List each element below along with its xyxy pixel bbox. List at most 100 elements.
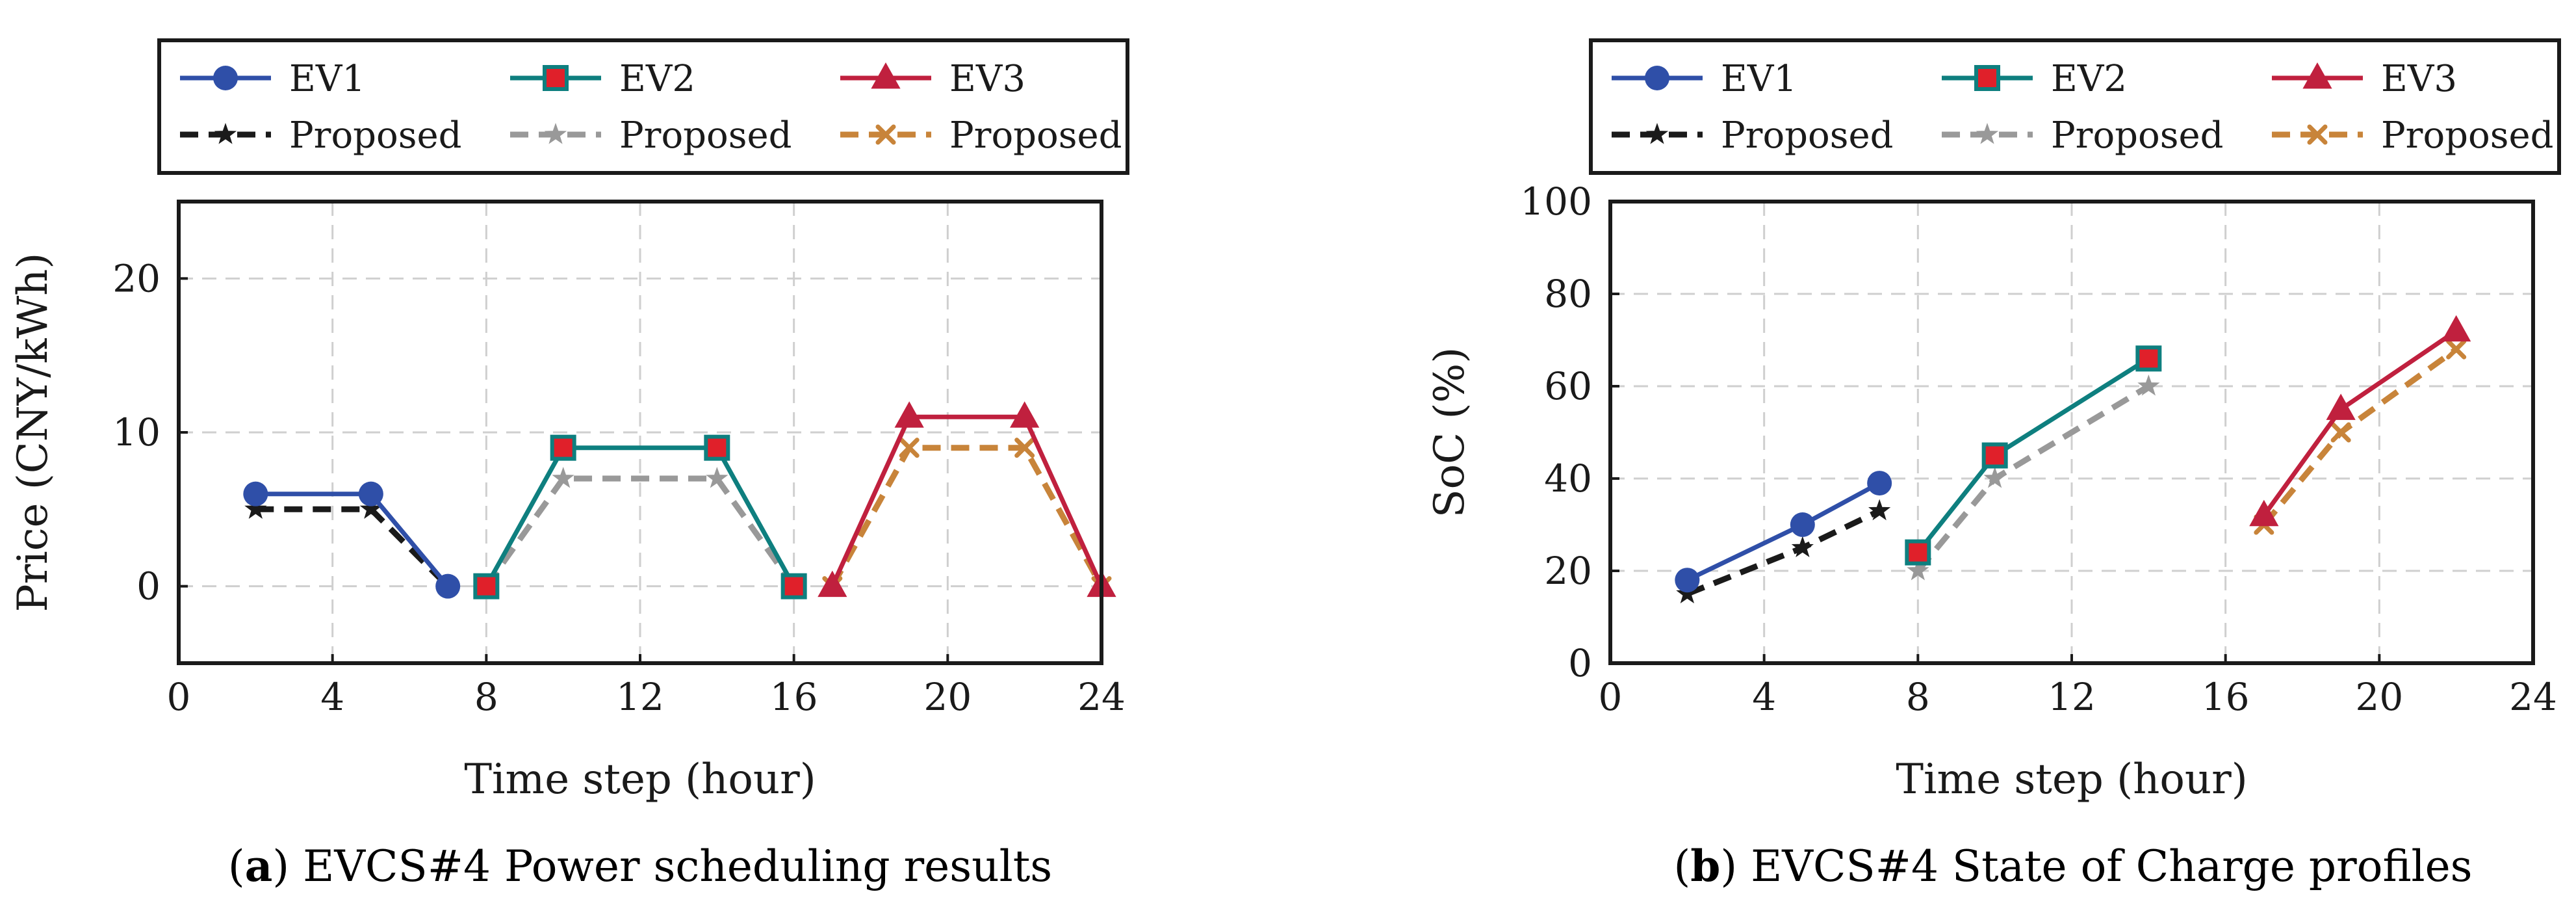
- b-data-point: [2446, 339, 2467, 360]
- b-ytick-label: 0: [1568, 641, 1592, 685]
- caption-a-letter: a: [245, 841, 273, 891]
- b-xtick-label: 20: [2355, 675, 2403, 719]
- caption-b-close: ): [1720, 841, 1737, 891]
- b-legend-marker: [1974, 65, 2000, 91]
- a-xtick-label: 0: [167, 675, 191, 719]
- a-data-point: [358, 481, 383, 506]
- a-series-ev2-1: [473, 434, 807, 599]
- a-legend-label: EV3: [949, 58, 1025, 100]
- b-data-point: [2137, 374, 2160, 396]
- a-legend-marker: [871, 62, 901, 89]
- b-ytick-label: 80: [1544, 272, 1592, 316]
- b-y-axis-label: SoC (%): [1426, 347, 1474, 518]
- a-xtick-label: 4: [320, 675, 344, 719]
- a-legend-entry: EV3: [840, 58, 1025, 100]
- b-legend-marker: [1645, 122, 1669, 144]
- caption-b-open: (: [1673, 841, 1690, 891]
- a-data-point: [706, 466, 728, 488]
- a-series-ev3-2: [818, 401, 1116, 598]
- b-ytick-label: 20: [1544, 549, 1592, 593]
- a-xtick-label: 12: [616, 675, 664, 719]
- a-data-point: [243, 481, 268, 506]
- a-data-point: [899, 438, 920, 458]
- a-data-point: [894, 401, 924, 428]
- caption-b-letter: b: [1690, 841, 1720, 891]
- caption-b-text: EVCS#4 State of Charge profiles: [1737, 841, 2472, 891]
- a-legend-marker: [543, 65, 569, 91]
- b-data-point: [2249, 499, 2279, 527]
- b-series-proposed-5: [2254, 339, 2467, 535]
- caption-a-open: (: [228, 841, 245, 891]
- caption-a-text: EVCS#4 Power scheduling results: [289, 841, 1052, 891]
- b-data-point: [1675, 568, 1700, 593]
- b-data-point: [1791, 536, 1814, 558]
- a-legend-entry: Proposed: [840, 114, 1122, 157]
- b-data-point: [1983, 466, 2006, 488]
- b-data-point: [1868, 499, 1891, 521]
- a-xtick-label: 8: [474, 675, 498, 719]
- a-legend-marker: [213, 66, 238, 90]
- b-x-axis-label: Time step (hour): [1896, 756, 2247, 804]
- a-legend-marker: [544, 122, 567, 144]
- b-legend-marker: [2307, 124, 2328, 145]
- b-xtick-label: 12: [2048, 675, 2096, 719]
- b-legend-label: Proposed: [2051, 114, 2223, 157]
- a-data-point: [780, 573, 807, 599]
- b-xtick-label: 24: [2509, 675, 2557, 719]
- b-legend-entry: Proposed: [2272, 114, 2553, 157]
- b-legend-label: EV3: [2381, 58, 2457, 100]
- a-legend-box: [157, 38, 1129, 175]
- a-series-line: [830, 414, 1104, 588]
- a-ytick-label: 20: [112, 256, 161, 300]
- a-plot-frame: [177, 200, 1103, 665]
- a-legend-entry: Proposed: [180, 114, 461, 157]
- b-data-point: [2441, 315, 2471, 342]
- a-xtick-label: 24: [1077, 675, 1126, 719]
- b-legend-entry: Proposed: [1612, 114, 1893, 157]
- a-legend-label: Proposed: [949, 114, 1122, 157]
- b-legend: EV1 EV2 EV3 Proposed Proposed Proposed: [1589, 38, 2561, 175]
- a-ytick-label: 0: [136, 564, 161, 609]
- a-data-point: [435, 573, 461, 599]
- a-series-line: [483, 475, 797, 588]
- b-legend-box: [1589, 38, 2561, 175]
- a-data-point: [244, 497, 267, 519]
- b-legend-label: Proposed: [2381, 114, 2553, 157]
- b-plot-frame: [1608, 200, 2535, 665]
- b-xtick-label: 8: [1906, 675, 1930, 719]
- a-legend-marker: [214, 122, 237, 144]
- b-legend-marker: [2302, 62, 2332, 89]
- b-series-line: [1916, 356, 2150, 554]
- b-legend-label: EV2: [2051, 58, 2127, 100]
- b-data-point: [1867, 471, 1892, 496]
- a-legend: EV1 EV2 EV3 Proposed Proposed Proposed: [157, 38, 1129, 175]
- b-data-point: [2330, 422, 2351, 443]
- b-legend-label: EV1: [1721, 58, 1797, 100]
- a-xtick-label: 16: [770, 675, 818, 719]
- a-legend-entry: EV2: [510, 58, 695, 100]
- svg-text:(a) EVCS#4 Power scheduling re: (a) EVCS#4 Power scheduling results: [228, 841, 1052, 891]
- a-data-point: [550, 434, 576, 461]
- b-data-point: [1905, 539, 1931, 566]
- b-series-ev3-2: [2249, 315, 2471, 527]
- b-xtick-label: 0: [1599, 675, 1623, 719]
- b-ytick-label: 60: [1544, 364, 1592, 408]
- a-legend-marker: [875, 124, 896, 145]
- b-data-point: [2135, 345, 2162, 372]
- b-legend-marker: [1976, 122, 1999, 144]
- b-ytick-label: 40: [1544, 456, 1592, 501]
- a-series-line: [829, 445, 1104, 588]
- a-legend-entry: Proposed: [510, 114, 792, 157]
- a-series-proposed-5: [822, 438, 1112, 597]
- b-data-point: [1907, 559, 1929, 581]
- b-data-point: [1676, 582, 1699, 604]
- svg-text:(b) EVCS#4 State of Charge pro: (b) EVCS#4 State of Charge profiles: [1673, 841, 2472, 891]
- a-xtick-label: 20: [923, 675, 972, 719]
- b-legend-entry: Proposed: [1942, 114, 2223, 157]
- b-series-line: [1686, 481, 1881, 583]
- a-legend-label: EV1: [289, 58, 365, 100]
- chart-panel-a: 0 4 8 12 16 20 24 0 10 20 Time step (hour) Price (C…: [9, 38, 1129, 804]
- caption-a-close: ): [272, 841, 289, 891]
- b-xtick-label: 16: [2202, 675, 2250, 719]
- a-data-point: [704, 434, 730, 461]
